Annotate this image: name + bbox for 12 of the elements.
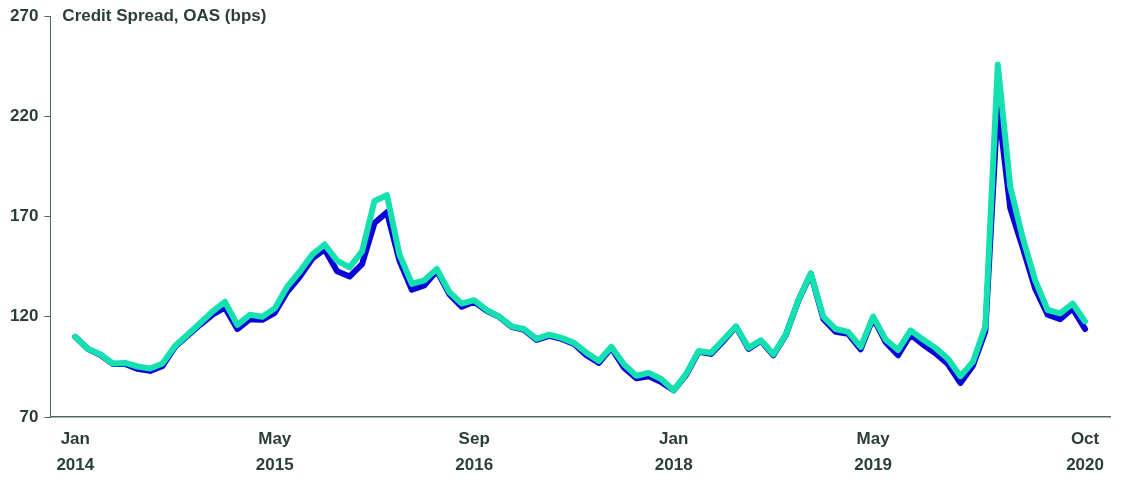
y-tick-label: 220 <box>9 106 39 126</box>
y-tick-label: 120 <box>9 306 39 326</box>
x-tick-label: Jan 2018 <box>654 429 693 474</box>
y-tick-label: 270 <box>9 5 39 25</box>
y-tick-label: 170 <box>9 206 39 226</box>
x-tick-label: Sep 2016 <box>455 429 494 474</box>
x-tick-label: May 2015 <box>255 429 294 474</box>
chart-title: Credit Spread, OAS (bps) <box>62 5 267 25</box>
x-tick-label: Oct 2020 <box>1066 429 1104 474</box>
x-tick-label: May 2019 <box>854 429 893 474</box>
x-tick-label: Jan 2014 <box>56 429 95 474</box>
y-tick-label: 70 <box>19 406 39 426</box>
